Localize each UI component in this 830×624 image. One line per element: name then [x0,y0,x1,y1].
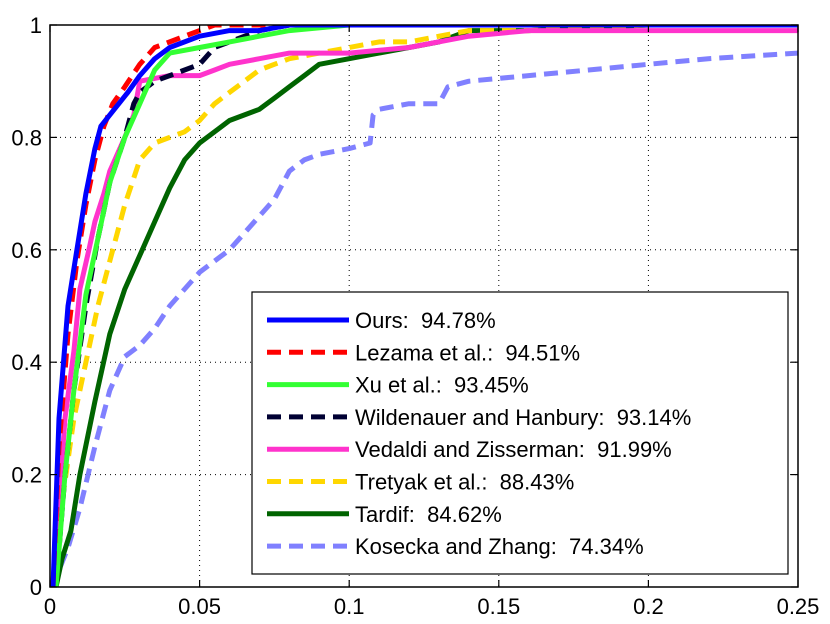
x-tick-label: 0.1 [334,594,365,619]
legend-box [251,291,789,575]
y-tick-label: 0.8 [11,125,42,150]
series-line-ours [50,25,798,587]
y-tick-label: 1 [30,13,42,38]
x-tick-label: 0.05 [178,594,221,619]
legend-label: Tardif: 84.62% [355,502,502,527]
legend-label: Kosecka and Zhang: 74.34% [355,534,644,559]
x-tick-label: 0.25 [777,594,820,619]
plot-frame [49,24,799,588]
legend-label: Tretyak et al.: 88.43% [355,470,574,495]
series-line-kosecka-and-zhang [50,50,798,587]
series-line-tretyak-et-al [50,25,798,587]
y-tick-label: 0.2 [11,463,42,488]
legend-label: Lezama et al.: 94.51% [355,340,580,365]
series-layer [50,25,798,587]
axes: 0 0.05 0.1 0.15 0.2 0.25 0 0.2 0.4 0.6 0.8 1 [11,13,819,619]
x-tick-label: 0.15 [477,594,520,619]
legend-label: Xu et al.: 93.45% [355,373,529,398]
y-tick-label: 0.4 [11,350,42,375]
y-tick-label: 0 [30,575,42,600]
legend: Ours: 94.78% Lezama et al.: 94.51% Xu et a… [251,291,789,575]
x-tick-label: 0.2 [633,594,664,619]
legend-label: Vedaldi and Zisserman: 91.99% [355,437,672,462]
x-tick-label: 0 [44,594,56,619]
y-tick-label: 0.6 [11,238,42,263]
legend-label: Ours: 94.78% [355,308,496,333]
legend-label: Wildenauer and Hanbury: 93.14% [355,405,691,430]
series-line-xu-et-al [53,25,798,587]
